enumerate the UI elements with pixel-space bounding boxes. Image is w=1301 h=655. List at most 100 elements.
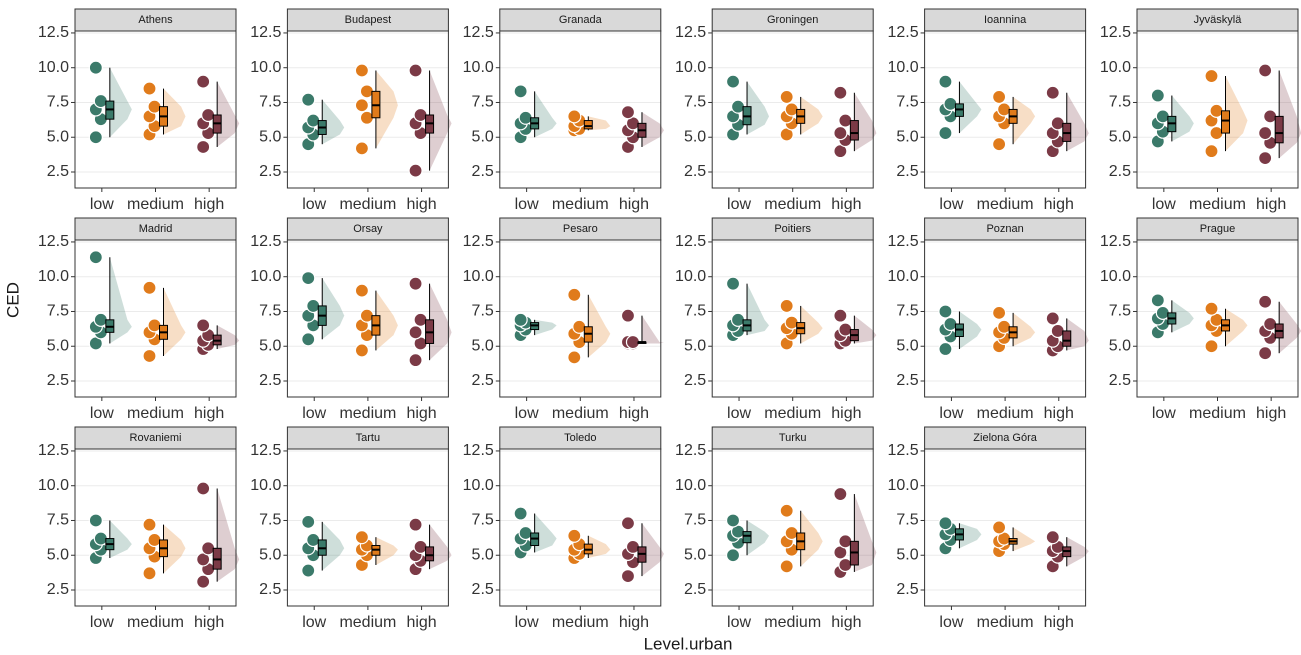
x-tick-label: low xyxy=(727,196,751,213)
data-point xyxy=(833,85,848,100)
x-tick-label: medium xyxy=(1189,405,1246,422)
panel-border xyxy=(1136,239,1299,398)
half-violin xyxy=(747,520,770,556)
strip-label: Jyväskylä xyxy=(1194,14,1243,26)
data-point xyxy=(408,325,423,340)
data-point xyxy=(938,74,953,89)
data-point xyxy=(620,516,636,531)
x-tick-label: low xyxy=(1152,196,1176,213)
y-tick-label: 5.0 xyxy=(472,128,494,145)
y-tick-label: 5.0 xyxy=(1109,128,1131,145)
y-tick-label: 12.5 xyxy=(1100,24,1131,41)
half-violin xyxy=(217,488,240,582)
x-tick-label: medium xyxy=(977,614,1034,631)
y-tick-label: 5.0 xyxy=(47,337,69,354)
panel-border xyxy=(74,239,237,398)
x-tick-label: high xyxy=(406,614,436,631)
y-tick-label: 7.5 xyxy=(896,303,918,320)
y-tick-label: 7.5 xyxy=(47,512,69,529)
y-tick-label: 2.5 xyxy=(896,372,918,389)
y-tick-label: 10.0 xyxy=(675,477,706,494)
x-tick-label: medium xyxy=(977,196,1034,213)
x-tick-label: medium xyxy=(127,405,184,422)
panel-border xyxy=(499,239,662,398)
half-violin xyxy=(959,311,982,350)
x-tick-label: medium xyxy=(977,405,1034,422)
x-tick-label: medium xyxy=(764,405,821,422)
y-tick-label: 2.5 xyxy=(47,372,69,389)
panel-border xyxy=(711,239,874,398)
half-violin xyxy=(1013,312,1036,347)
panel-border xyxy=(924,239,1087,398)
y-tick-label: 7.5 xyxy=(684,303,706,320)
y-tick-label: 12.5 xyxy=(887,442,918,459)
data-point xyxy=(779,503,794,518)
data-point xyxy=(1204,339,1219,354)
data-point xyxy=(1150,293,1165,308)
strip-label: Zielona Góra xyxy=(973,432,1037,444)
panel-border xyxy=(499,448,662,607)
half-violin xyxy=(375,290,398,351)
half-violin xyxy=(641,523,664,577)
data-point xyxy=(779,298,794,314)
data-point xyxy=(567,109,582,124)
panel xyxy=(499,31,661,188)
y-tick-label: 12.5 xyxy=(38,442,69,459)
x-tick-label: low xyxy=(939,196,963,213)
data-point xyxy=(354,141,369,156)
box xyxy=(1221,110,1230,134)
y-tick-label: 5.0 xyxy=(684,546,706,563)
half-violin xyxy=(641,315,664,344)
y-tick-label: 7.5 xyxy=(684,512,706,529)
data-point xyxy=(938,304,953,319)
y-tick-label: 7.5 xyxy=(896,512,918,529)
y-tick-label: 2.5 xyxy=(472,581,494,598)
data-point xyxy=(620,105,636,120)
data-point xyxy=(408,163,423,178)
y-tick-label: 12.5 xyxy=(38,233,69,250)
y-tick-label: 5.0 xyxy=(259,546,281,563)
data-point xyxy=(142,566,157,581)
y-tick-label: 7.5 xyxy=(259,94,281,111)
data-point xyxy=(88,250,103,265)
half-violin xyxy=(959,81,982,134)
x-tick-label: medium xyxy=(552,405,609,422)
y-tick-label: 5.0 xyxy=(472,337,494,354)
half-violin xyxy=(854,494,877,572)
panel-border xyxy=(286,239,449,398)
y-tick-label: 10.0 xyxy=(250,59,281,76)
y-tick-label: 10.0 xyxy=(38,268,69,285)
data-point xyxy=(1150,88,1165,103)
half-violin xyxy=(163,524,186,574)
strip-label: Orsay xyxy=(353,223,383,235)
x-tick-label: low xyxy=(515,405,539,422)
y-tick-label: 10.0 xyxy=(250,477,281,494)
data-point xyxy=(1258,346,1273,361)
y-tick-label: 12.5 xyxy=(463,233,494,250)
half-violin xyxy=(322,278,345,340)
y-tick-label: 2.5 xyxy=(47,163,69,180)
panel-border xyxy=(286,448,449,607)
y-tick-label: 5.0 xyxy=(684,337,706,354)
x-tick-label: high xyxy=(406,196,436,213)
data-point xyxy=(408,353,423,368)
half-violin xyxy=(747,283,770,336)
y-tick-label: 5.0 xyxy=(896,337,918,354)
half-violin xyxy=(1013,96,1036,145)
x-tick-label: medium xyxy=(127,196,184,213)
data-point xyxy=(779,559,794,574)
y-tick-label: 5.0 xyxy=(259,337,281,354)
data-point xyxy=(938,516,953,531)
y-tick-label: 12.5 xyxy=(887,233,918,250)
panel-border xyxy=(1136,30,1299,189)
half-violin xyxy=(109,67,132,138)
half-violin xyxy=(854,315,877,344)
half-violin xyxy=(1066,537,1089,567)
y-tick-label: 2.5 xyxy=(472,163,494,180)
half-violin xyxy=(1279,70,1301,159)
half-violin xyxy=(429,70,452,171)
x-tick-label: low xyxy=(939,405,963,422)
half-violin xyxy=(959,523,982,549)
half-violin xyxy=(322,99,345,145)
